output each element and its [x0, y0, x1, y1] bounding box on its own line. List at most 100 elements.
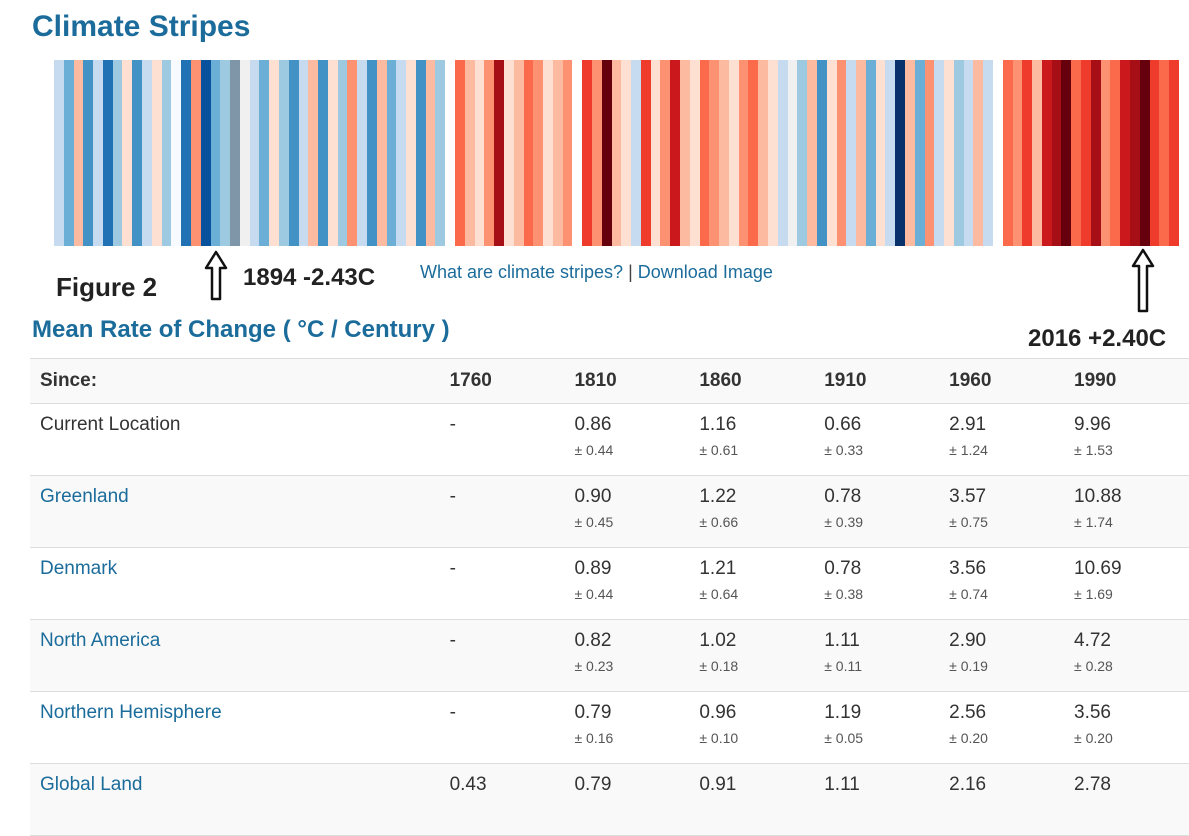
rate-cell: 1.19 ± 0.05: [814, 691, 940, 764]
rate-cell: 2.16: [939, 763, 1065, 836]
stripe: [1051, 60, 1062, 246]
rate-uncertainty: ± 0.16: [574, 730, 614, 746]
rate-cell: 2.90 ± 0.19: [939, 619, 1065, 692]
rate-value: 2.16: [949, 774, 987, 795]
region-cell: Greenland: [30, 475, 440, 548]
rate-value: 0.78: [824, 558, 862, 579]
rate-value: 3.56: [1074, 702, 1111, 723]
link-separator: |: [623, 262, 638, 282]
stripe: [171, 60, 182, 246]
rate-of-change-table: Since: 1760 1810 1860 1910 1960 1990 Cur…: [30, 358, 1189, 836]
rate-value: 0.79: [574, 702, 612, 723]
rate-value: 4.72: [1074, 630, 1111, 651]
stripe: [503, 60, 514, 246]
stripe: [591, 60, 602, 246]
stripe: [415, 60, 426, 246]
stripe: [318, 60, 328, 246]
stripe: [1129, 60, 1140, 246]
rate-cell: 1.11: [814, 763, 940, 836]
stripe: [406, 60, 416, 246]
region-link[interactable]: Denmark: [40, 558, 118, 579]
region-cell: Northern Hemisphere: [30, 691, 440, 764]
stripe: [738, 60, 749, 246]
rate-value: 0.96: [699, 702, 737, 723]
rate-value: 1.22: [699, 486, 737, 507]
rate-value: 2.78: [1074, 774, 1111, 795]
stripe: [777, 60, 788, 246]
region-cell: North America: [30, 619, 440, 692]
table-row: North America - 0.82 ± 0.23 1.02 ± 0.18 1.11 ± …: [30, 619, 1189, 692]
rate-value: 10.69: [1074, 558, 1122, 579]
rate-cell: 0.78 ± 0.38: [814, 547, 940, 620]
stripe: [562, 60, 573, 246]
what-are-climate-stripes-link[interactable]: What are climate stripes?: [420, 262, 624, 282]
rate-value: 9.96: [1074, 414, 1111, 435]
rate-cell: 2.56 ± 0.20: [939, 691, 1065, 764]
rate-value: 0.43: [449, 774, 487, 795]
stripe: [337, 60, 348, 246]
rate-value: 2.91: [949, 414, 987, 435]
stripe: [455, 60, 465, 246]
stripe: [1002, 60, 1013, 246]
rate-uncertainty: ± 0.05: [824, 730, 864, 746]
rate-cell: 1.21 ± 0.64: [689, 547, 815, 620]
rate-uncertainty: ± 0.28: [1074, 658, 1113, 674]
stripe: [601, 60, 612, 246]
region-link[interactable]: Greenland: [40, 486, 129, 507]
rate-value: 1.02: [699, 630, 737, 651]
stripe: [1120, 60, 1130, 246]
rate-uncertainty: ± 0.20: [1074, 730, 1113, 746]
rate-uncertainty: ± 1.53: [1074, 442, 1113, 458]
stripe: [944, 60, 954, 246]
region-link[interactable]: Global Land: [40, 774, 143, 795]
stripe: [699, 60, 710, 246]
rate-uncertainty: ± 0.74: [949, 586, 988, 602]
stripe: [161, 60, 172, 246]
region-link[interactable]: North America: [40, 630, 161, 651]
stripe: [1149, 60, 1160, 246]
rate-cell: 0.96 ± 0.10: [689, 691, 815, 764]
rate-value: 1.16: [699, 414, 737, 435]
table-row: Global Land 0.43 0.79 0.91 1.11 2.16 2.78: [30, 763, 1189, 836]
stripe: [484, 60, 495, 246]
rate-uncertainty: ± 0.23: [574, 658, 614, 674]
rate-cell: 9.96 ± 1.53: [1064, 403, 1189, 476]
rate-cell: 3.57 ± 0.75: [939, 475, 1065, 548]
rate-cell: -: [439, 691, 565, 764]
rate-cell: -: [439, 547, 565, 620]
stripe: [807, 60, 817, 246]
stripe: [1169, 60, 1179, 246]
page-title: Climate Stripes: [32, 10, 251, 43]
stripe: [230, 60, 240, 246]
annotation-2016: 2016 +2.40C: [1028, 325, 1167, 352]
stripe: [533, 60, 544, 246]
stripe: [210, 60, 221, 246]
stripe: [63, 60, 74, 246]
download-image-link[interactable]: Download Image: [637, 262, 773, 282]
rate-value: 0.91: [699, 774, 737, 795]
stripe: [1110, 60, 1121, 246]
rate-uncertainty: ± 0.64: [699, 586, 739, 602]
rate-uncertainty: ± 0.66: [699, 514, 739, 530]
stripe: [983, 60, 993, 246]
rate-cell: 3.56 ± 0.20: [1064, 691, 1189, 764]
table-row: Denmark - 0.89 ± 0.44 1.21 ± 0.64 0.78 ± 0.38 3.…: [30, 547, 1189, 620]
stripe: [220, 60, 231, 246]
rate-value: -: [449, 486, 456, 507]
table-row: Northern Hemisphere - 0.79 ± 0.16 0.96 ± 0.10…: [30, 691, 1189, 764]
stripe: [513, 60, 524, 246]
stripe: [865, 60, 876, 246]
rate-value: 0.79: [574, 774, 612, 795]
rate-cell: 1.02 ± 0.18: [689, 619, 815, 692]
stripe: [357, 60, 367, 246]
stripe: [288, 60, 299, 246]
region-link[interactable]: Northern Hemisphere: [40, 702, 222, 723]
region-cell: Current Location: [30, 403, 440, 476]
rate-value: 3.57: [949, 486, 987, 507]
stripe: [259, 60, 270, 246]
stripe-links: What are climate stripes? | Download Ima…: [420, 262, 773, 283]
stripe: [904, 60, 915, 246]
annotation-1894: 1894 -2.43C: [243, 264, 376, 291]
stripe: [1061, 60, 1072, 246]
rate-value: -: [449, 414, 456, 435]
